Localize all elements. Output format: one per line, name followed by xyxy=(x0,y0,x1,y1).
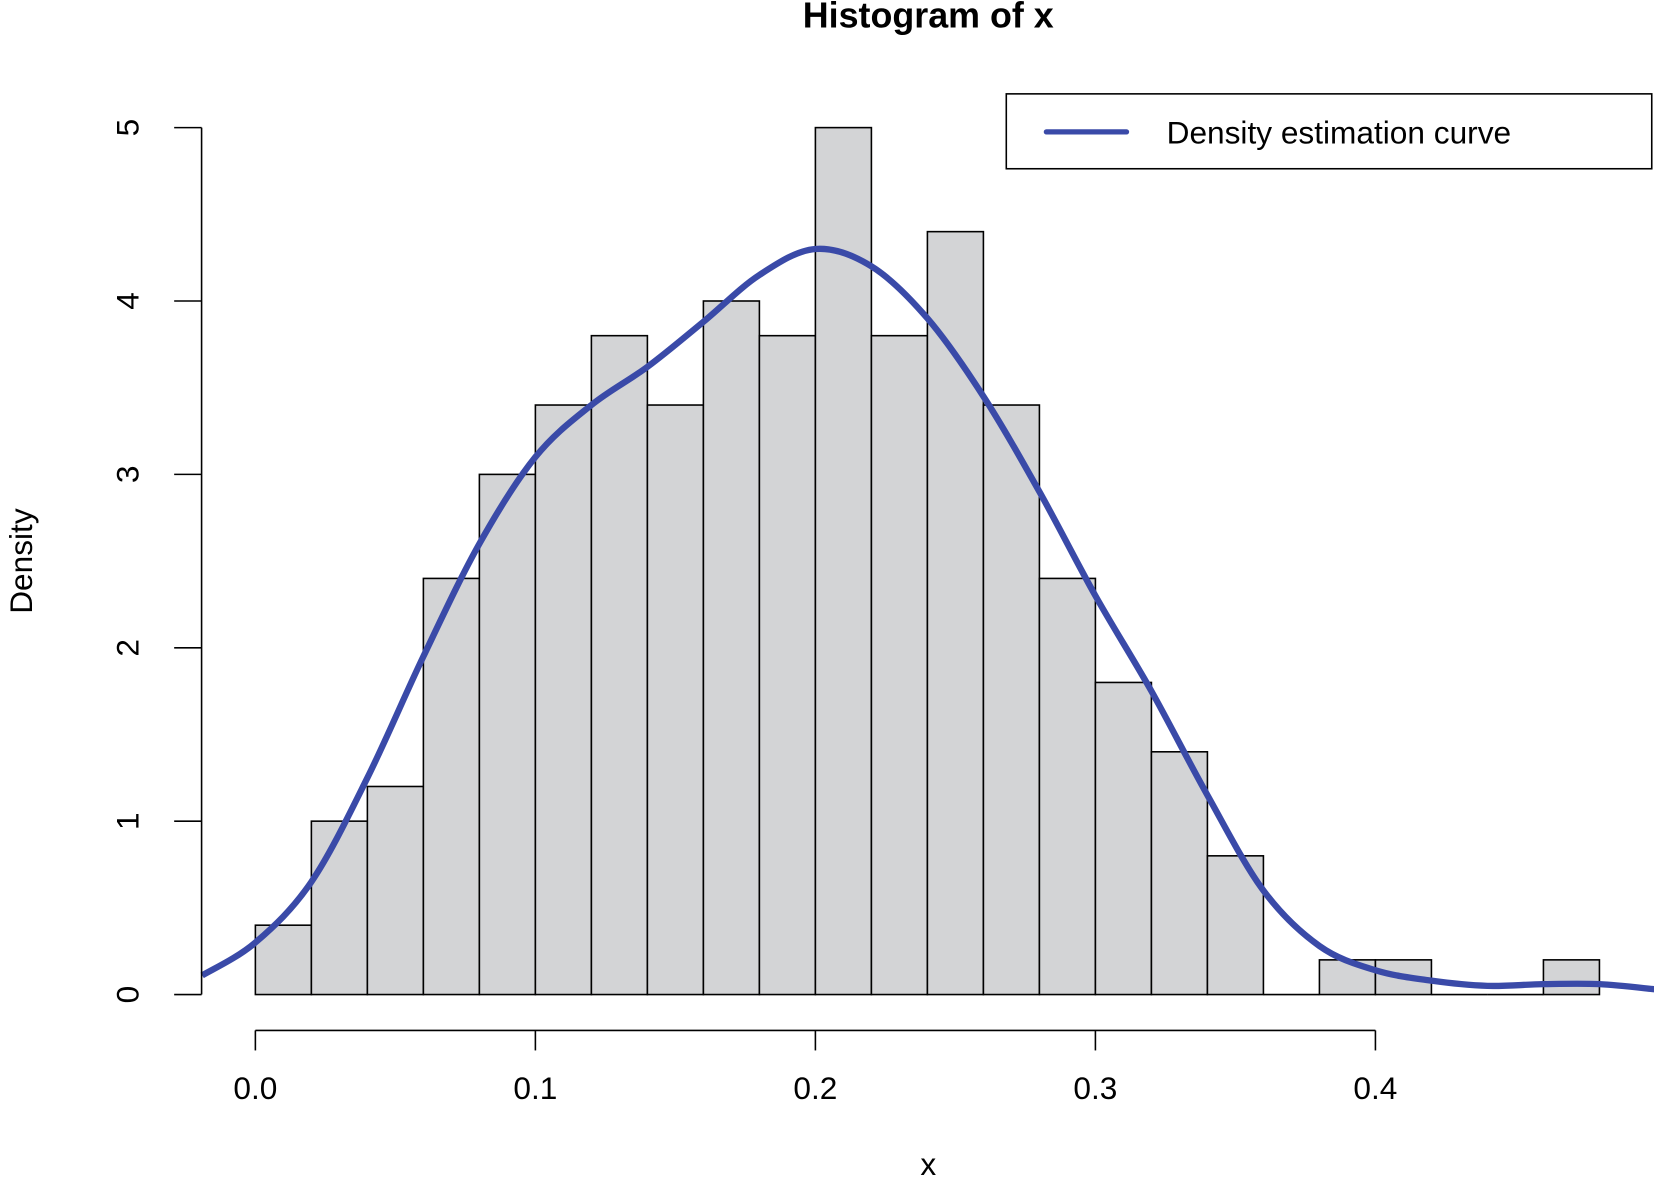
density-curve xyxy=(200,245,1654,993)
x-tick-label: 0.2 xyxy=(793,1070,837,1106)
x-tick-label: 0.3 xyxy=(1073,1070,1117,1106)
histogram-bar xyxy=(926,230,985,996)
y-tick-label: 4 xyxy=(109,292,145,310)
histogram-bar xyxy=(870,334,929,996)
histogram-bar xyxy=(646,404,705,996)
histogram-bar xyxy=(1094,681,1153,996)
x-tick-label: 0.0 xyxy=(233,1070,277,1106)
histogram-bar xyxy=(758,334,817,996)
histogram-bar xyxy=(422,577,481,996)
y-tick-label: 2 xyxy=(109,639,145,657)
histogram-bar xyxy=(814,126,873,996)
y-tick-label: 0 xyxy=(109,986,145,1004)
histogram-bar xyxy=(702,300,761,996)
x-tick-label: 0.1 xyxy=(513,1070,557,1106)
legend-label: Density estimation curve xyxy=(1167,114,1512,150)
bars xyxy=(254,126,1601,996)
histogram-bar xyxy=(478,473,537,996)
y-tick-label: 1 xyxy=(109,812,145,830)
histogram-bar xyxy=(1542,959,1601,996)
y-tick-label: 3 xyxy=(109,466,145,484)
density-curve-layer xyxy=(200,245,1654,993)
y-tick-label: 5 xyxy=(109,119,145,137)
histogram-bar xyxy=(534,404,593,996)
chart-title: Histogram of x xyxy=(803,0,1054,35)
histogram-bar xyxy=(590,334,649,996)
legend: Density estimation curve xyxy=(1005,93,1653,170)
x-tick-label: 0.4 xyxy=(1353,1070,1397,1106)
y-axis: 0 1 2 3 4 5 xyxy=(109,119,203,1004)
histogram-bar xyxy=(1150,751,1209,996)
x-axis-label: x xyxy=(920,1146,936,1177)
histogram-bar xyxy=(1038,577,1097,996)
y-axis-label: Density xyxy=(3,508,39,614)
histogram-bar xyxy=(982,404,1041,996)
histogram-bar xyxy=(366,785,425,996)
x-axis: 0.0 0.1 0.2 0.3 0.4 xyxy=(233,1029,1397,1106)
histogram-bar xyxy=(310,820,369,996)
